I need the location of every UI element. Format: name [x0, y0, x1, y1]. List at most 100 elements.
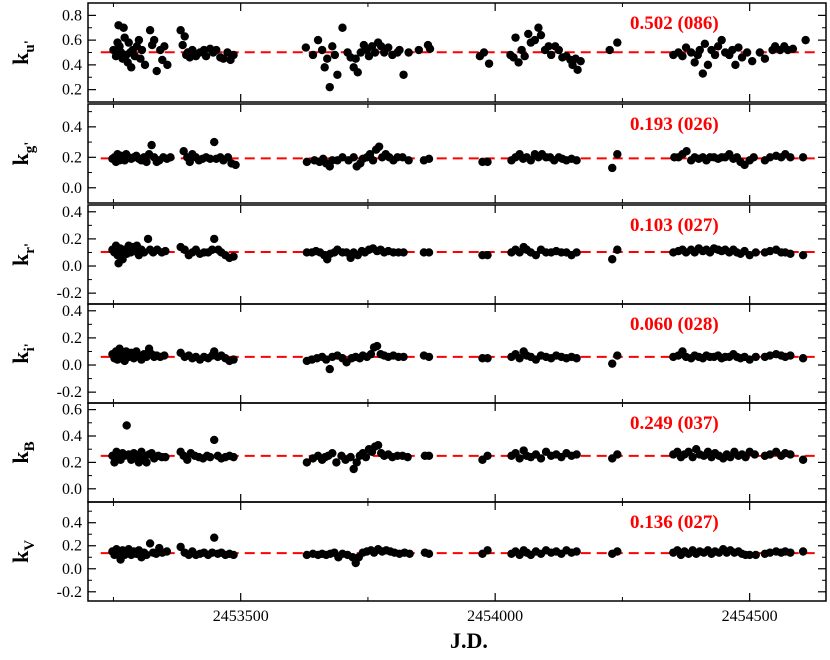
data-point-u — [124, 38, 133, 47]
y-tick-label-V: 0.4 — [62, 515, 82, 532]
data-point-g — [613, 150, 622, 159]
data-point-r — [210, 234, 219, 244]
data-point-g — [374, 142, 384, 151]
data-point-g — [302, 157, 312, 167]
y-axis-label-r: kr' — [8, 243, 38, 266]
panel-annotation-u: 0.502 (086) — [630, 13, 719, 34]
data-point-B — [515, 454, 524, 463]
data-point-u — [160, 42, 169, 51]
y-tick-label-V: 0.0 — [62, 561, 82, 578]
data-point-B — [536, 454, 546, 463]
y-tick-label-u: 0.2 — [62, 82, 82, 99]
data-point-u — [734, 43, 743, 52]
data-point-u — [325, 82, 334, 92]
data-point-u — [544, 42, 553, 51]
data-point-u — [140, 60, 150, 70]
data-point-u — [395, 45, 404, 55]
data-point-u — [748, 56, 757, 66]
data-point-u — [149, 35, 159, 45]
data-point-B — [424, 451, 434, 460]
data-point-B — [403, 452, 412, 462]
data-point-V — [786, 548, 795, 557]
data-point-u — [801, 35, 810, 45]
data-point-r — [424, 248, 434, 257]
y-tick-label-B: 0.4 — [62, 428, 82, 445]
data-point-B — [183, 455, 192, 464]
data-point-u — [201, 52, 211, 61]
data-point-r — [786, 249, 795, 259]
data-point-V — [483, 546, 492, 555]
data-point-B — [349, 464, 358, 474]
data-point-r — [483, 250, 492, 260]
data-point-g — [786, 153, 795, 162]
data-point-u — [520, 52, 529, 61]
data-point-u — [333, 70, 342, 79]
data-point-V — [572, 547, 581, 556]
data-point-u — [317, 45, 327, 55]
data-point-B — [134, 458, 144, 467]
y-tick-label-u: 0.4 — [62, 57, 82, 74]
data-point-g — [682, 147, 691, 156]
data-point-u — [613, 38, 622, 47]
data-point-V — [751, 550, 760, 560]
data-point-g — [205, 154, 215, 164]
data-point-g — [147, 140, 156, 150]
data-point-r — [608, 255, 617, 264]
data-point-g — [349, 153, 358, 162]
data-point-r — [798, 250, 808, 260]
data-point-i — [572, 354, 581, 363]
data-point-u — [320, 63, 329, 72]
data-point-u — [534, 23, 543, 32]
data-point-u — [134, 35, 144, 45]
data-point-i — [372, 341, 382, 351]
data-point-u — [364, 52, 374, 61]
data-point-V — [145, 539, 155, 548]
y-tick-label-i: 0.2 — [62, 330, 82, 347]
data-point-u — [700, 39, 710, 49]
data-point-r — [399, 248, 408, 257]
data-point-u — [788, 44, 798, 53]
data-point-g — [142, 157, 151, 167]
data-point-u — [384, 43, 393, 52]
data-point-B — [750, 450, 759, 459]
y-axis-label-u: ku' — [8, 40, 38, 65]
data-point-u — [576, 56, 585, 66]
data-point-i — [325, 364, 334, 374]
data-point-B — [361, 452, 371, 462]
data-point-V — [162, 547, 172, 556]
data-point-i — [399, 352, 408, 362]
data-point-i — [613, 351, 622, 360]
data-point-B — [142, 458, 151, 467]
data-point-u — [370, 48, 380, 57]
data-point-B — [346, 452, 355, 462]
data-point-g — [368, 156, 378, 165]
y-tick-label-B: 0.0 — [62, 481, 82, 498]
data-point-B — [786, 450, 795, 459]
data-point-u — [136, 54, 145, 63]
data-point-i — [751, 352, 760, 362]
data-point-u — [524, 29, 533, 39]
x-tick-label: 2454000 — [467, 608, 523, 625]
data-point-g — [572, 156, 581, 165]
data-point-u — [212, 45, 221, 55]
data-point-g — [166, 153, 175, 162]
data-point-u — [127, 63, 136, 72]
data-point-r — [572, 248, 581, 257]
data-point-u — [301, 43, 311, 52]
data-point-u — [176, 26, 185, 35]
y-tick-label-r: 0.2 — [62, 231, 82, 248]
data-point-B — [373, 441, 383, 450]
data-point-r — [751, 248, 760, 257]
data-point-B — [161, 452, 170, 462]
data-point-u — [323, 54, 332, 63]
data-point-g — [424, 154, 434, 164]
data-point-u — [404, 48, 413, 57]
data-point-i — [160, 351, 169, 360]
data-point-V — [798, 547, 808, 556]
data-point-i — [483, 354, 492, 363]
panel-annotation-B: 0.249 (037) — [630, 413, 719, 434]
data-point-u — [313, 35, 323, 45]
y-axis-label-i: ki' — [8, 343, 38, 364]
y-axis-label-V: kV — [8, 540, 38, 563]
